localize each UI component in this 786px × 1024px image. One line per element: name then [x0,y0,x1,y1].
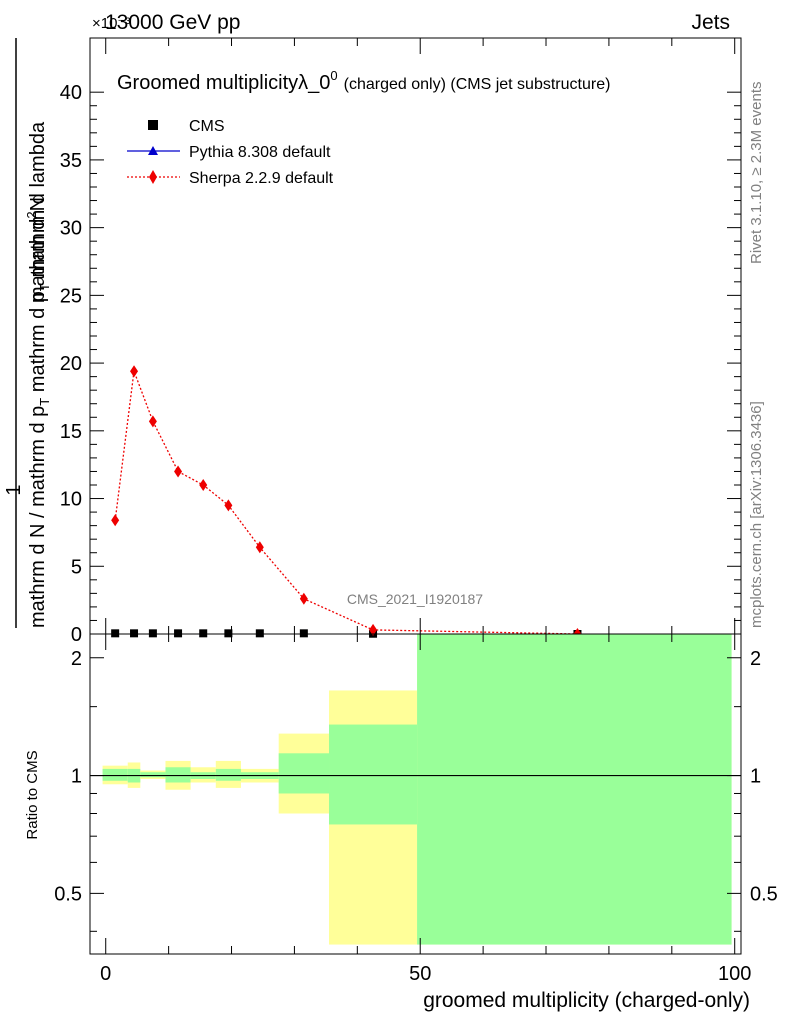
ratio-band-green [165,767,191,783]
ratio-band-green [102,768,128,781]
analysis-watermark: CMS_2021_I1920187 [347,591,483,607]
ratio-y-label: Ratio to CMS [24,750,41,839]
cms-point [299,629,308,638]
sherpa-point [148,415,157,428]
cms-point [111,629,120,638]
legend: CMS Pythia 8.308 default Sherpa 2.2.9 defa… [127,118,334,187]
ratio-panel: 0.5 0.5 1 1 2 2 0 50 100 [54,633,778,985]
ratio-ytick-label-right: 1 [750,766,761,788]
ratio-ytick-label-right: 0.5 [750,883,778,905]
mcplots-label: mcplots.cern.ch [arXiv:1306.3436] [748,401,765,628]
cms-point [130,629,139,638]
ratio-ytick-label: 0.5 [54,883,82,905]
legend-pythia-marker [148,146,158,155]
sherpa-point [130,365,139,378]
ratio-ytick-label-right: 2 [750,648,761,670]
ylabel-numerator: mathrm d2N [24,197,49,303]
legend-label: Sherpa 2.2.9 default [189,170,334,187]
main-ytick-label: 40 [60,82,82,104]
sherpa-point [199,479,208,491]
ratio-band-green [140,772,166,778]
ratio-band-green [417,634,732,945]
plot-title: Groomed multiplicityλ_00(charged only) (… [117,68,610,94]
sherpa-line [114,370,578,635]
main-frame [89,37,742,635]
main-ytick-label: 30 [60,218,82,240]
xtick-label: 100 [718,963,751,985]
main-ytick-label: 20 [60,353,82,375]
legend-label: CMS [189,118,225,135]
cms-point [199,629,208,638]
ratio-band-green [278,753,330,794]
sherpa-point [369,623,378,636]
cms-point [224,629,233,638]
sherpa-point [111,514,120,527]
cms-point [174,629,183,638]
rivet-label: Rivet 3.1.10, ≥ 2.3M events [748,82,765,265]
main-ytick-label: 5 [71,556,82,578]
ratio-frame [89,633,742,955]
main-panel: 0 5 10 15 20 25 30 35 40 Groomed multiplicityλ_0… [60,37,742,646]
sherpa-point [299,592,308,605]
sherpa-point [255,541,264,554]
main-ytick-label: 35 [60,150,82,172]
energy-label: 13000 GeV pp [105,11,240,34]
xtick-label: 0 [100,963,111,985]
ylabel-one: 1 [3,484,25,495]
ratio-band-green [215,768,241,781]
sherpa-point [224,499,233,512]
main-ytick-label: 10 [60,489,82,511]
ratio-ytick-label: 2 [71,648,82,670]
exponent-label: ×10⁻³ [92,15,130,32]
main-y-label: mathrm d2N 1 mathrm d N / mathrm d pT ma… [3,38,52,628]
sherpa-point [174,465,183,478]
cms-point [148,629,157,638]
ratio-band-green [329,724,418,825]
main-ytick-label: 15 [60,421,82,443]
legend-label: Pythia 8.308 default [189,144,331,161]
main-ytick-label: 25 [60,285,82,307]
cms-point [255,629,264,638]
legend-sherpa-marker [149,170,157,184]
main-ytick-label: 0 [71,624,82,646]
process-label: Jets [691,11,730,34]
ylabel-denominator: mathrm d N / mathrm d pT mathrm d pT mat… [27,121,52,628]
xtick-label: 50 [409,963,431,985]
legend-cms-marker [148,120,158,130]
x-axis-label: groomed multiplicity (charged-only) [423,989,750,1012]
ratio-ytick-label: 1 [71,766,82,788]
